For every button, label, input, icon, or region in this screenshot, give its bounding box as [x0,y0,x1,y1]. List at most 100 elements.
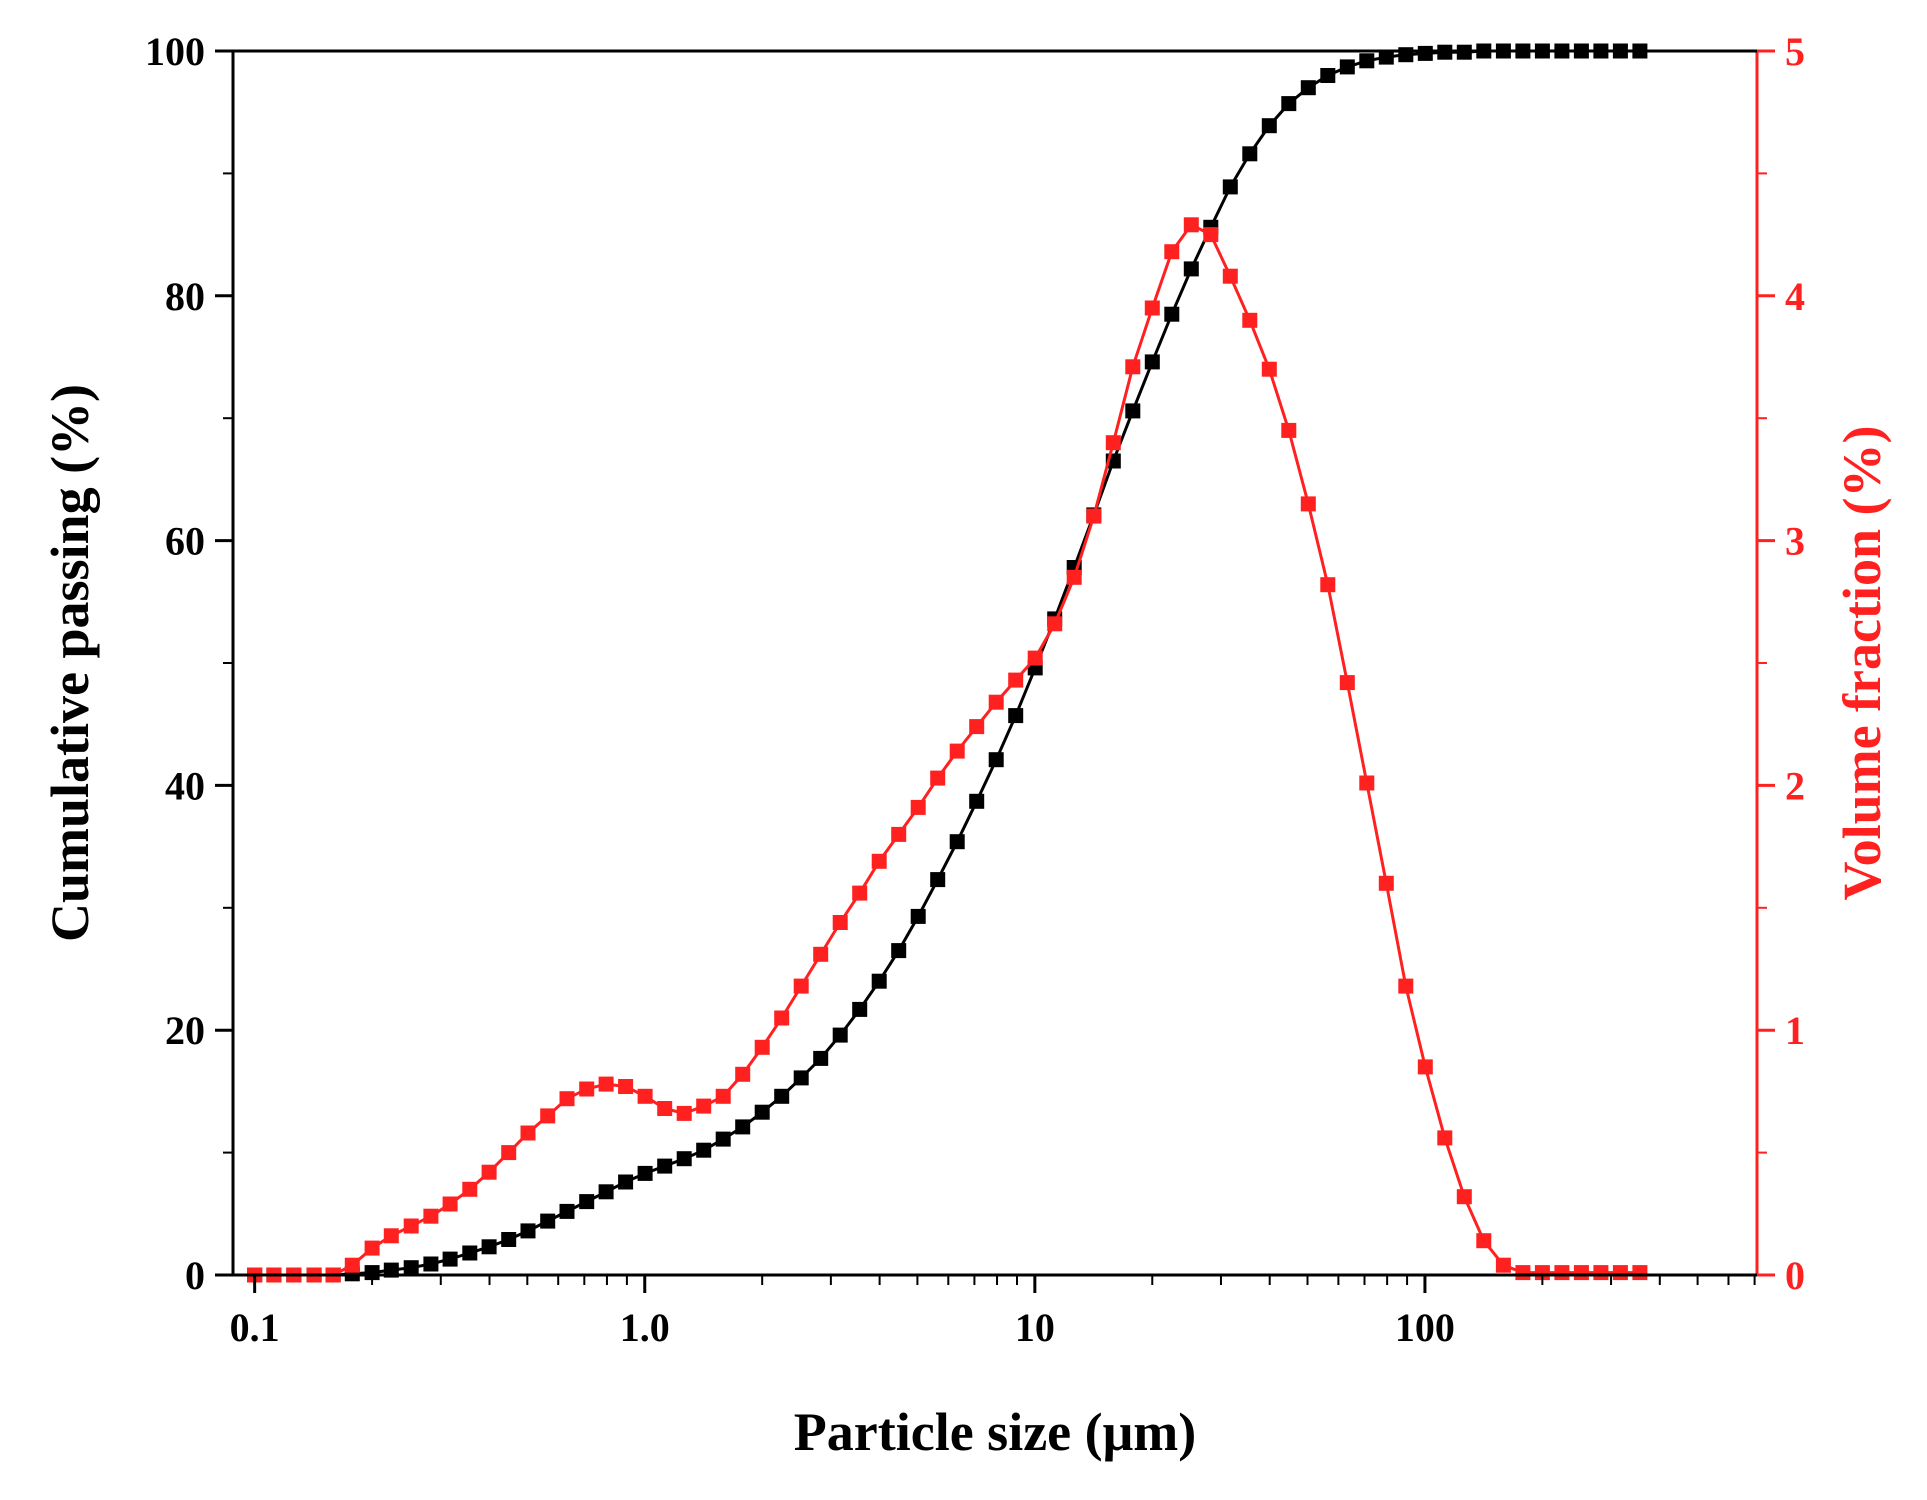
data-point [1515,1265,1531,1281]
data-point [462,1245,478,1261]
data-point [871,973,887,989]
data-point [383,1228,399,1244]
data-point [1125,359,1141,375]
data-point [1554,1265,1570,1281]
y2-tick-label: 2 [1785,763,1805,808]
data-point [852,885,868,901]
data-point [1242,146,1258,162]
data-point [910,799,926,815]
data-point [1086,508,1102,524]
data-point [715,1088,731,1104]
data-point [949,834,965,850]
data-point [520,1223,536,1239]
data-point [793,978,809,994]
series-cumulative-passing [247,43,1648,1283]
data-point [579,1081,595,1097]
data-point [813,1050,829,1066]
data-point [676,1151,692,1167]
data-point [754,1104,770,1120]
data-point [540,1213,556,1229]
data-point [1164,244,1180,260]
data-point [1222,179,1238,195]
data-point [754,1039,770,1055]
data-point [988,694,1004,710]
data-point [1242,312,1258,328]
y2-tick-label: 3 [1785,519,1805,564]
y2-tick-label: 5 [1785,29,1805,74]
y2-axis-title: Volume fraction (%) [1832,426,1892,901]
data-point [559,1203,575,1219]
data-point [657,1158,673,1174]
data-point [735,1066,751,1082]
data-point [1008,708,1024,724]
data-point [1339,675,1355,691]
data-point [1183,217,1199,233]
data-point [579,1194,595,1210]
data-point [1203,227,1219,243]
y2-tick-label: 4 [1785,274,1805,319]
data-point [832,915,848,930]
data-point [1300,80,1316,96]
data-point [442,1251,458,1267]
data-point [657,1101,673,1116]
data-point [696,1098,712,1114]
series-volume-fraction [247,217,1648,1283]
data-point [618,1174,634,1190]
data-point [969,719,985,735]
data-point [403,1218,419,1234]
data-point [1378,49,1394,65]
data-point [813,946,829,962]
data-point [1417,45,1433,61]
data-point [1222,268,1238,284]
series-layer [247,43,1648,1283]
y-tick-label: 100 [145,29,205,74]
data-point [696,1142,712,1158]
data-point [520,1125,536,1141]
data-point [1437,1130,1453,1146]
data-point [910,908,926,924]
data-point [1417,1059,1433,1075]
x-tick-label: 0.1 [230,1305,280,1350]
series-line [254,222,1640,1277]
ticks-layer: 0.1 1.0 10 100 0 20 40 60 80 100 0 1 2 3 4 5 [145,29,1805,1350]
y-tick-label: 60 [165,519,205,564]
data-point [832,1027,848,1043]
data-point [1047,616,1063,632]
data-point [1378,875,1394,891]
x-tick-label: 100 [1395,1305,1455,1350]
data-point [598,1076,614,1092]
y-axis-title: Cumulative passing (%) [40,384,100,942]
data-point [1398,47,1414,63]
data-point [988,752,1004,768]
data-point [637,1088,653,1104]
data-point [930,770,946,786]
data-point [1339,59,1355,75]
data-point [442,1196,458,1212]
y2-tick-label: 0 [1785,1253,1805,1298]
data-point [637,1165,653,1181]
data-point [871,853,887,869]
data-point [1359,775,1375,791]
data-point [1495,1257,1511,1273]
data-point [598,1184,614,1200]
data-point [501,1232,517,1247]
data-point [891,943,907,959]
data-point [1183,261,1199,277]
data-point [715,1131,731,1147]
data-point [949,743,965,759]
data-point [1476,1233,1492,1249]
data-point [1261,361,1277,377]
data-point [559,1091,575,1107]
y2-tick-label: 1 [1785,1008,1805,1053]
x-tick-label: 1.0 [620,1305,670,1350]
data-point [1125,403,1141,419]
data-point [540,1108,556,1124]
data-point [1300,496,1316,512]
data-point [618,1079,634,1094]
data-point [774,1010,790,1026]
data-point [969,793,985,809]
data-point [403,1260,419,1276]
data-point [1281,422,1297,438]
data-point [1612,1265,1628,1281]
